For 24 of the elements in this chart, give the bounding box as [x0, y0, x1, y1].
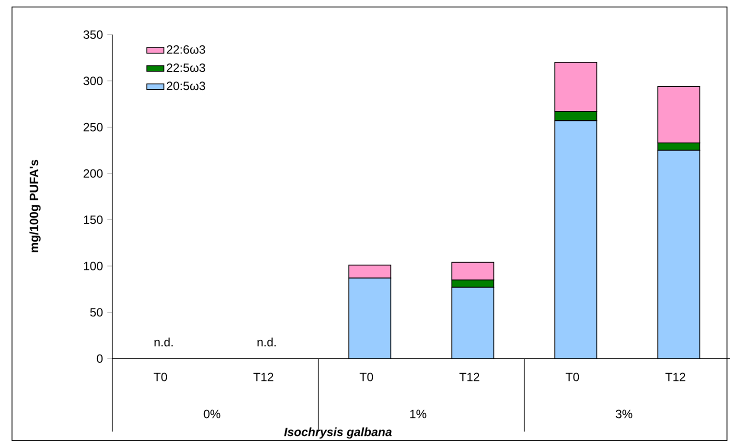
- y-tick-label: 150: [84, 216, 103, 224]
- text: 1%: [410, 410, 426, 418]
- y-tick-label: 200: [84, 169, 103, 178]
- y-tick-label: 350: [84, 30, 103, 39]
- legend-label: 22:5ω3: [166, 63, 206, 72]
- text: n.d.: [258, 338, 276, 346]
- x-tick-label: T0: [566, 372, 580, 382]
- x-tick-label: T0: [360, 372, 374, 382]
- text: n.d.: [154, 338, 173, 346]
- x-tick-label: T0: [154, 372, 168, 382]
- y-tick-label: 100: [84, 262, 103, 270]
- y-tick-label: 250: [84, 122, 103, 132]
- x-tick-label: T12: [459, 372, 480, 382]
- text: 0%: [204, 410, 220, 418]
- text: 3%: [616, 410, 632, 418]
- y-tick-label: 50: [90, 308, 103, 317]
- x-axis-title: Isochrysis galbana: [284, 427, 392, 439]
- y-tick-label: 0: [96, 354, 103, 363]
- y-axis-title: mg/100g PUFA's: [29, 160, 41, 252]
- x-tick-label: T12: [253, 372, 274, 382]
- legend-label: 22:6ω3: [166, 45, 206, 54]
- x-tick-label: T12: [665, 372, 686, 382]
- y-tick-label: 300: [84, 76, 103, 86]
- legend-label: 20:5ω3: [166, 82, 206, 90]
